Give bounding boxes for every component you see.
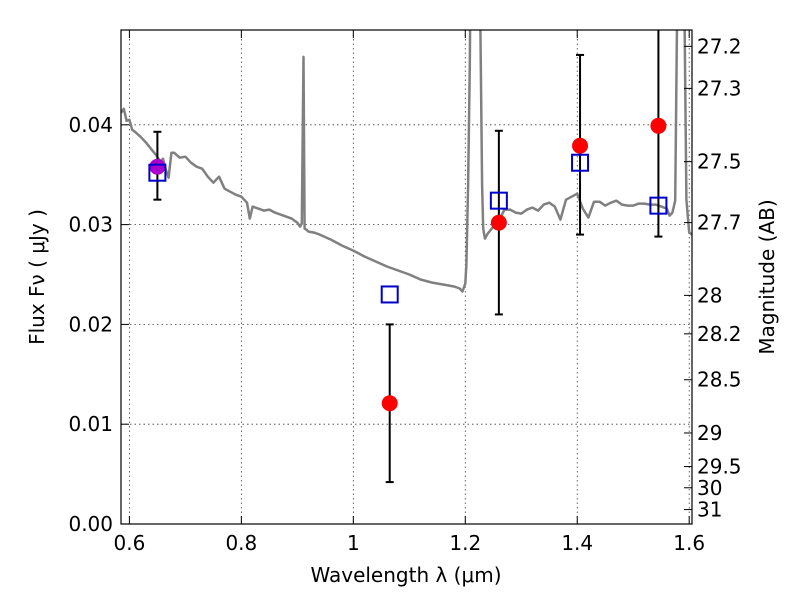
x-tick-label: 0.6 bbox=[113, 531, 145, 555]
x-axis-label: Wavelength λ (μm) bbox=[310, 563, 501, 587]
mag-tick-label: 27.5 bbox=[697, 150, 742, 174]
y-tick-label: 0.03 bbox=[68, 213, 113, 237]
mag-tick-label: 27.3 bbox=[697, 76, 742, 100]
y-axis-label: Flux Fν ( μJy ) bbox=[25, 209, 49, 345]
y-tick-label: 0.02 bbox=[68, 312, 113, 336]
model-photometry-square bbox=[571, 153, 590, 172]
x-tick-label: 1 bbox=[347, 531, 360, 555]
y-tick-label: 0.04 bbox=[68, 113, 113, 137]
observed-point bbox=[381, 395, 398, 412]
mag-tick-label: 30 bbox=[697, 476, 722, 500]
x-tick-label: 1.6 bbox=[673, 531, 705, 555]
mag-tick-label: 29.5 bbox=[697, 455, 742, 479]
model-photometry-square bbox=[148, 163, 167, 182]
mag-tick-label: 28 bbox=[697, 283, 722, 307]
mag-tick-label: 27.2 bbox=[697, 34, 742, 58]
mag-tick-label: 31 bbox=[697, 498, 722, 522]
plot-area bbox=[121, 30, 692, 484]
model-photometry-square bbox=[489, 191, 508, 210]
mag-tick-label: 28.5 bbox=[697, 368, 742, 392]
mag-tick-label: 27.7 bbox=[697, 211, 742, 235]
grid-lines bbox=[121, 30, 692, 525]
axis-ticks: 0.6 0.8 1 1.2 1.4 1.6 0.00 0.01 0.02 0.03 0.04 27.2… bbox=[68, 30, 742, 555]
y-tick-label: 0.00 bbox=[68, 512, 113, 536]
detection-point bbox=[149, 158, 166, 175]
x-tick-label: 1.2 bbox=[449, 531, 481, 555]
y-tick-label: 0.01 bbox=[68, 412, 113, 436]
observed-point bbox=[572, 137, 589, 154]
right-y-axis-label: Magnitude (AB) bbox=[755, 199, 779, 354]
model-photometry-square bbox=[649, 196, 668, 215]
x-tick-label: 1.4 bbox=[561, 531, 593, 555]
plot-frame bbox=[120, 29, 693, 525]
mag-tick-label: 28.2 bbox=[697, 322, 742, 346]
x-tick-label: 0.8 bbox=[225, 531, 257, 555]
model-spectrum-line bbox=[121, 30, 692, 293]
observed-point bbox=[650, 117, 667, 134]
model-photometry-square bbox=[380, 285, 399, 304]
mag-tick-label: 29 bbox=[697, 421, 722, 445]
observed-point bbox=[490, 214, 507, 231]
